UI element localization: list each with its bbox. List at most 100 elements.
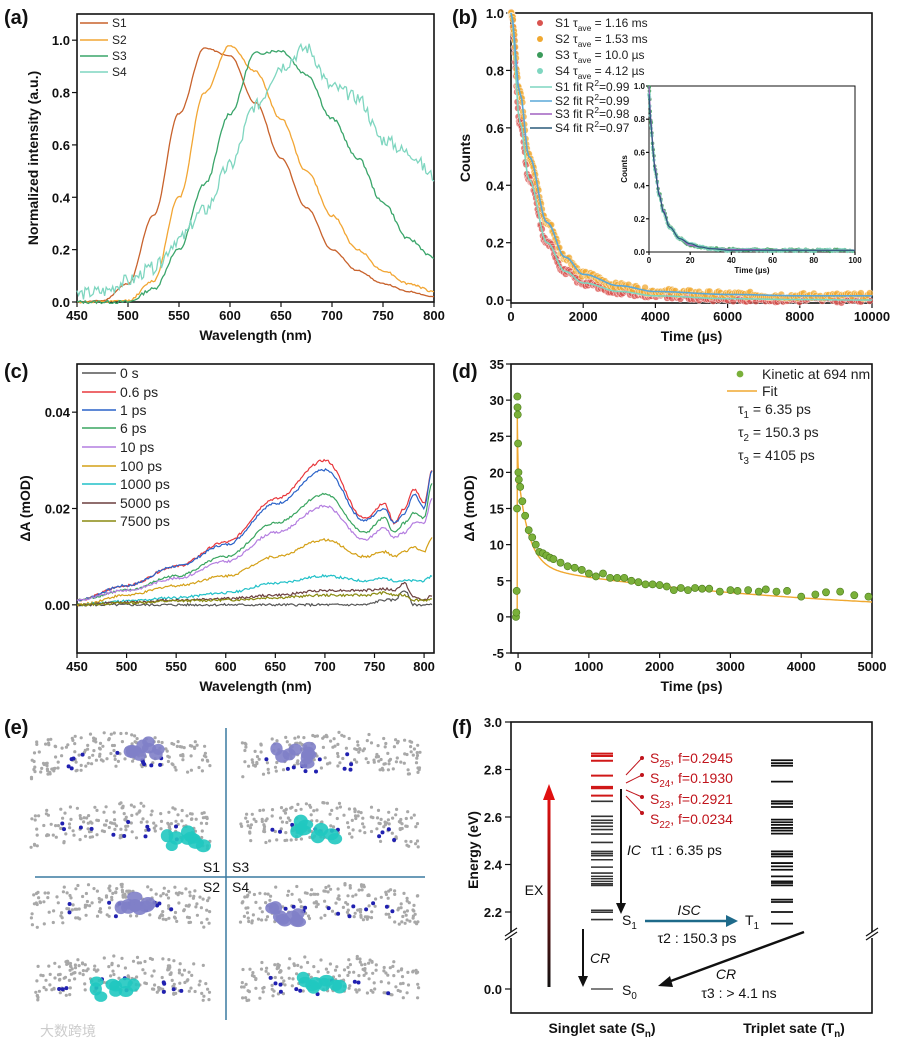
atom-nitrogen (348, 767, 353, 772)
atom-nitrogen (273, 981, 278, 986)
arrow-head (640, 811, 644, 815)
atom-carbon (48, 983, 52, 987)
superscript: 2 (594, 105, 599, 115)
electron-orbital (188, 836, 204, 849)
atom-nitrogen (303, 905, 308, 910)
hole-orbital (152, 743, 165, 755)
atom-carbon (337, 974, 341, 978)
atom-carbon (152, 969, 156, 973)
atom-carbon (252, 892, 256, 897)
atom-carbon (359, 915, 363, 919)
atom-carbon (278, 970, 282, 974)
atom-carbon (87, 814, 91, 818)
atom-nitrogen (122, 834, 127, 838)
atom-carbon (353, 747, 357, 751)
atom-carbon (153, 829, 157, 833)
atom-nitrogen (390, 909, 395, 914)
atom-carbon (336, 754, 340, 759)
atom-carbon (399, 968, 403, 972)
x-tick-label: 650 (264, 659, 286, 674)
atom-carbon (310, 888, 314, 892)
y-tick-label: 0.2 (52, 243, 70, 258)
atom-carbon (46, 772, 50, 776)
atom-carbon (378, 768, 382, 772)
atom-carbon (392, 960, 396, 964)
atom-carbon (86, 747, 90, 751)
atom-carbon (367, 961, 371, 965)
atom-nitrogen (66, 764, 71, 769)
atom-carbon (189, 986, 193, 990)
atom-carbon (93, 964, 97, 968)
atom-carbon (332, 737, 336, 741)
atom-carbon (102, 956, 106, 960)
atom-carbon (270, 814, 274, 818)
data-point (513, 504, 521, 513)
molecule (240, 730, 422, 779)
atom-carbon (57, 978, 62, 982)
atom-carbon (296, 963, 300, 968)
atom-carbon (326, 890, 330, 894)
atom-carbon (83, 982, 87, 986)
atom-carbon (53, 976, 57, 980)
atom-carbon (346, 825, 351, 829)
x-axis-label: Wavelength (nm) (199, 327, 311, 343)
atom-nitrogen (78, 825, 83, 830)
x-tick-label: 800 (423, 308, 445, 323)
atom-carbon (110, 821, 114, 825)
legend-label: S4 fit R2=0.97 (555, 119, 630, 135)
atom-carbon (315, 808, 319, 812)
atom-carbon (146, 885, 150, 889)
atom-carbon (136, 961, 140, 965)
atom-carbon (200, 811, 204, 816)
atom-nitrogen (57, 987, 62, 991)
transition-arrow (625, 774, 643, 784)
atom-carbon (73, 742, 77, 746)
atom-carbon (329, 887, 333, 891)
atom-carbon (124, 731, 128, 735)
atom-carbon (285, 820, 289, 825)
atom-carbon (346, 973, 350, 978)
x-axis-label: Time (ps) (661, 678, 723, 694)
atom-carbon (111, 969, 115, 973)
atom-carbon (358, 829, 362, 833)
data-point (797, 592, 806, 601)
atom-carbon (335, 806, 339, 810)
atom-carbon (346, 902, 350, 906)
atom-carbon (402, 910, 407, 914)
atom-carbon (153, 983, 157, 987)
ex-label: EX (525, 882, 544, 898)
atom-nitrogen (264, 757, 269, 762)
atom-carbon (416, 845, 420, 849)
atom-carbon (139, 820, 143, 824)
atom-carbon (93, 737, 97, 741)
atom-carbon (285, 838, 289, 842)
atom-carbon (68, 993, 72, 997)
atom-carbon (200, 835, 204, 840)
atom-carbon (347, 736, 351, 741)
molecule (29, 731, 212, 781)
atom-carbon (193, 740, 197, 744)
atom-carbon (280, 820, 284, 824)
atom-carbon (78, 971, 82, 975)
atom-carbon (76, 958, 80, 962)
atom-carbon (110, 898, 114, 902)
tau2-label: τ2 : 150.3 ps (658, 930, 737, 946)
atom-nitrogen (290, 822, 295, 827)
text-rest: ) (651, 1020, 656, 1036)
atom-carbon (112, 748, 116, 753)
atom-carbon (95, 808, 99, 813)
atom-carbon (109, 751, 113, 756)
atom-carbon (356, 743, 360, 747)
atom-carbon (244, 996, 248, 1000)
atom-carbon (29, 916, 33, 920)
atom-carbon (36, 995, 40, 1000)
x-tick-label: 100 (848, 256, 862, 265)
y-tick-label: 0.8 (52, 86, 70, 101)
electron-orbital (165, 840, 178, 852)
atom-carbon (309, 805, 313, 809)
atom-carbon (382, 969, 386, 973)
y-tick-label: 0.0 (484, 982, 502, 997)
hole-orbital (114, 900, 128, 915)
atom-carbon (278, 816, 283, 820)
atom-carbon (70, 908, 74, 912)
